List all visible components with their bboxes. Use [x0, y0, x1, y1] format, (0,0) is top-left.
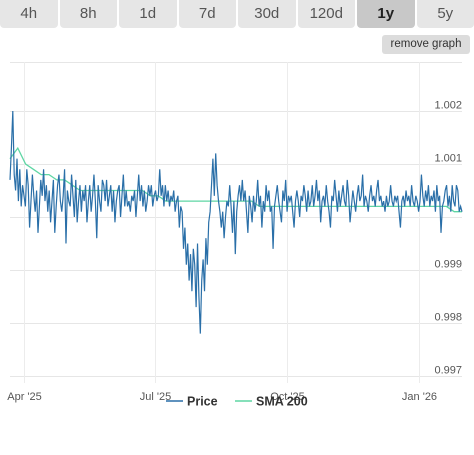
- tab-1y[interactable]: 1y: [357, 0, 415, 28]
- tab-8h[interactable]: 8h: [59, 0, 117, 28]
- y-tick-label: 0.998: [434, 312, 462, 324]
- legend-label-sma-200: SMA 200: [256, 395, 308, 409]
- x-tick-label: Jan '26: [402, 391, 437, 403]
- y-tick-label: 0.999: [434, 259, 462, 271]
- y-tick-label: 1.001: [434, 153, 462, 165]
- remove-graph-button[interactable]: remove graph: [382, 35, 470, 54]
- x-tick-label: Apr '25: [7, 391, 42, 403]
- tab-4h[interactable]: 4h: [0, 0, 58, 28]
- y-tick-label: 0.997: [434, 365, 462, 377]
- tab-30d[interactable]: 30d: [238, 0, 296, 28]
- y-tick-label: 1.002: [434, 100, 462, 112]
- tab-7d[interactable]: 7d: [178, 0, 236, 28]
- legend: Price SMA 200: [166, 395, 308, 409]
- tab-1d[interactable]: 1d: [119, 0, 177, 28]
- series-line-price: [9, 110, 463, 334]
- legend-label-price: Price: [187, 395, 218, 409]
- timeframe-tabs: 4h 8h 1d 7d 30d 120d 1y 5y: [0, 0, 474, 30]
- x-tick-label: Oct '25: [270, 391, 305, 403]
- tab-5y[interactable]: 5y: [416, 0, 474, 28]
- tab-120d[interactable]: 120d: [297, 0, 355, 28]
- x-tick-label: Jul '25: [140, 391, 171, 403]
